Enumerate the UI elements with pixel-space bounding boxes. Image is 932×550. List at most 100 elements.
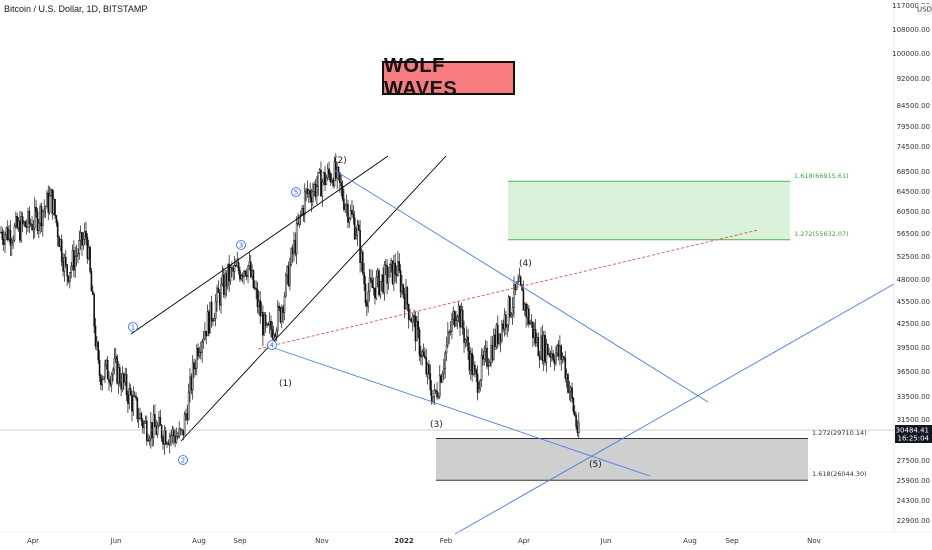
candle-body	[537, 337, 540, 357]
candle-body	[56, 222, 59, 238]
candle-body	[322, 172, 325, 183]
candle-body	[461, 309, 464, 329]
candle-body	[50, 189, 52, 197]
candle-body	[105, 359, 108, 366]
candle-body	[573, 411, 576, 416]
candle-body	[451, 318, 453, 332]
price-tick-label: 45500.00	[897, 298, 930, 306]
candle-body	[393, 262, 395, 284]
candle-body	[364, 283, 367, 303]
candle-body	[27, 211, 29, 228]
candle-body	[24, 221, 27, 228]
candle-body	[302, 208, 305, 215]
candle-body	[389, 263, 391, 278]
candle-body	[144, 420, 147, 424]
candle-body	[492, 334, 495, 360]
candle-body	[217, 287, 220, 294]
candle-body	[359, 230, 361, 264]
candle-body	[514, 284, 517, 290]
candle-body	[236, 262, 239, 267]
candle-body	[33, 207, 36, 229]
candle-body	[47, 192, 50, 213]
candle-body	[502, 323, 504, 330]
candle-body	[546, 343, 549, 355]
candle-body	[116, 356, 118, 384]
candle-body	[97, 342, 100, 361]
price-tick-label: 48000.00	[897, 276, 930, 284]
candle-body	[528, 308, 530, 325]
candle-body	[447, 332, 449, 346]
candle-body	[187, 391, 190, 420]
candle-body	[578, 422, 580, 433]
candle-body	[135, 395, 137, 399]
candle-body	[399, 270, 402, 293]
candle-body	[301, 208, 303, 215]
candle-body	[430, 389, 433, 403]
candle-body	[428, 364, 430, 374]
candle-body	[258, 300, 260, 308]
candle-body	[275, 330, 278, 337]
candle-body	[467, 336, 469, 352]
candle-body	[227, 263, 229, 287]
candle-body	[1, 232, 4, 240]
candle-body	[384, 264, 387, 266]
candle-body	[58, 236, 60, 247]
candle-body	[78, 240, 81, 254]
candle-body	[371, 280, 374, 288]
candle-body	[247, 265, 249, 277]
candle-body	[313, 184, 315, 192]
candle-body	[124, 374, 127, 383]
candle-body	[282, 307, 284, 313]
candle-body	[506, 324, 509, 328]
candle-body	[171, 429, 174, 436]
candle-body	[298, 215, 301, 225]
candle-body	[224, 273, 226, 295]
candle-body	[476, 373, 479, 393]
candle-body	[123, 373, 125, 383]
candle-body	[386, 265, 388, 284]
candle-body	[252, 270, 255, 288]
candle-body	[132, 396, 135, 412]
candle-body	[259, 300, 261, 317]
candle-body	[513, 284, 515, 308]
candle-body	[455, 320, 457, 326]
candle-body	[569, 387, 572, 392]
candle-body	[13, 225, 16, 241]
candle-body	[98, 359, 101, 376]
candle-body	[353, 217, 356, 239]
candle-body	[29, 223, 32, 225]
circle-wave-label: 5	[294, 189, 298, 197]
candle-body	[40, 206, 43, 226]
candle-body	[478, 388, 480, 393]
price-tick-label: 22900.00	[897, 517, 930, 525]
candle-body	[490, 345, 492, 363]
candle-body	[475, 369, 477, 375]
candle-body	[294, 240, 297, 254]
candle-body	[337, 167, 340, 173]
candle-body	[264, 314, 267, 326]
circle-wave-label: 3	[239, 242, 243, 250]
candle-body	[268, 320, 271, 325]
candle-body	[576, 426, 579, 433]
price-tick-label: 24300.00	[897, 497, 930, 505]
candle-body	[521, 284, 523, 291]
candle-body	[305, 189, 307, 193]
candle-body	[136, 397, 139, 420]
candle-body	[457, 305, 460, 317]
candle-body	[387, 276, 390, 284]
candle-body	[21, 216, 24, 225]
candle-body	[524, 303, 526, 311]
candle-body	[108, 378, 110, 382]
candle-body	[564, 358, 567, 379]
candle-body	[43, 208, 46, 212]
candle-body	[375, 276, 378, 299]
candle-body	[162, 437, 164, 445]
candle-body	[382, 274, 384, 293]
fib-label: 1.618(66915.61)	[794, 172, 849, 180]
candle-body	[283, 295, 286, 313]
candle-body	[9, 230, 12, 246]
candle-body	[487, 365, 490, 367]
candle-body	[212, 320, 214, 322]
circle-wave-label: 1	[131, 324, 135, 332]
